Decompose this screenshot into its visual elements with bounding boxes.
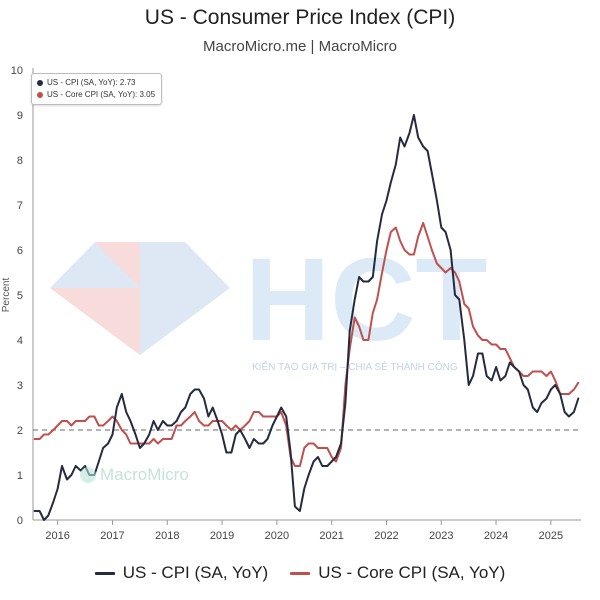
core-swatch-icon	[290, 571, 311, 575]
tooltip-row-cpi: US - CPI (SA, YoY): 2.73	[37, 77, 155, 89]
x-tick-label: 2020	[265, 530, 289, 542]
y-tick-label: 1	[17, 470, 23, 482]
legend-item-core[interactable]: US - Core CPI (SA, YoY)	[290, 563, 505, 583]
logo-facet-bottom-left	[50, 288, 140, 355]
y-axis-title: Percent	[1, 278, 12, 313]
y-tick-label: 6	[17, 245, 23, 257]
x-tick-label: 2024	[484, 530, 508, 542]
y-tick-label: 10	[11, 65, 23, 77]
legend-label-core: US - Core CPI (SA, YoY)	[318, 563, 506, 582]
x-tick-label: 2019	[210, 530, 234, 542]
x-tick-label: 2017	[100, 530, 124, 542]
cpi-dot-icon	[37, 80, 43, 86]
core-dot-icon	[37, 92, 43, 98]
tooltip-row-core: US - Core CPI (SA, YoY): 3.05	[37, 89, 155, 101]
x-tick-label: 2025	[539, 530, 563, 542]
logo-facet-left	[50, 242, 140, 288]
macromicro-logo-icon	[80, 467, 96, 483]
x-tick-label: 2021	[319, 530, 343, 542]
macromicro-watermark: MacroMicro	[80, 465, 189, 485]
series-lines	[33, 114, 580, 521]
hct-watermark-text: HCT	[245, 234, 488, 366]
y-tick-label: 3	[17, 380, 23, 392]
cpi-swatch-icon	[94, 571, 115, 575]
logo-facet-right	[140, 242, 230, 288]
legend-label-cpi: US - CPI (SA, YoY)	[122, 563, 269, 582]
logo-facet-top	[95, 242, 185, 288]
y-tick-label: 4	[17, 335, 23, 347]
y-tick-label: 5	[17, 290, 23, 302]
x-tick-label: 2016	[45, 530, 69, 542]
axes: 0 1 2 3 4 5 6 7 8 9 10 2016 2017 2018 2019 2020 2021 2022…	[1, 65, 581, 542]
core-cpi-series-line	[33, 222, 580, 467]
y-tick-label: 9	[17, 110, 23, 122]
logo-facet-bottom-right	[140, 288, 230, 355]
cpi-series-line	[33, 114, 580, 521]
y-tick-label: 2	[17, 425, 23, 437]
hct-watermark-tagline: KIẾN TẠO GIÁ TRỊ – CHIA SẺ THÀNH CÔNG	[252, 360, 458, 373]
tooltip-cpi-label: US - CPI (SA, YoY): 2.73	[47, 78, 136, 87]
tooltip-core-label: US - Core CPI (SA, YoY): 3.05	[47, 90, 156, 99]
legend: US - CPI (SA, YoY) US - Core CPI (SA, Yo…	[0, 563, 600, 583]
y-tick-label: 8	[17, 155, 23, 167]
hct-diamond-logo-icon	[50, 242, 230, 355]
y-tick-label: 0	[17, 515, 23, 527]
value-tooltip: US - CPI (SA, YoY): 2.73 US - Core CPI (…	[31, 73, 163, 105]
x-tick-label: 2023	[429, 530, 453, 542]
y-tick-label: 7	[17, 200, 23, 212]
x-tick-label: 2018	[155, 530, 179, 542]
chart-subtitle: MacroMicro.me | MacroMicro	[203, 38, 397, 55]
x-tick-label: 2022	[374, 530, 398, 542]
legend-item-cpi[interactable]: US - CPI (SA, YoY)	[94, 563, 269, 583]
chart-title: US - Consumer Price Index (CPI)	[144, 6, 456, 29]
macromicro-watermark-text: MacroMicro	[100, 465, 189, 484]
